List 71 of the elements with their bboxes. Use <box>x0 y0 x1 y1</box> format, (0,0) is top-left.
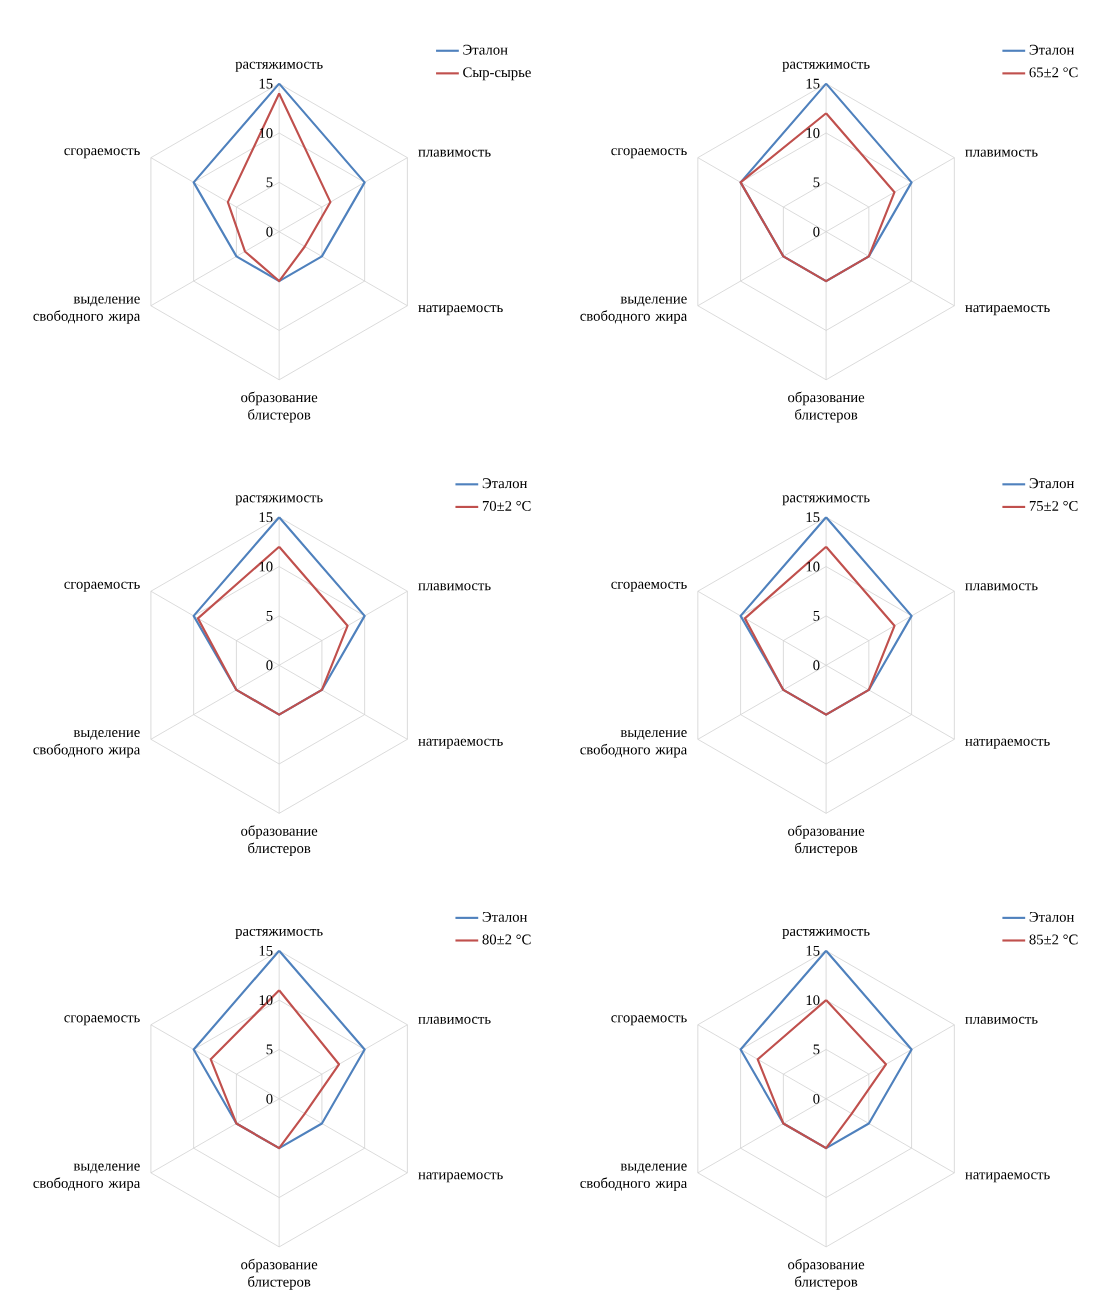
spoke-label: образование блистеров <box>241 825 318 857</box>
legend-label: 80±2 °C <box>482 934 531 945</box>
spoke-label: выделение свободного жира <box>580 730 688 758</box>
spoke-label: растяжимость <box>782 61 870 72</box>
y-tick-label: 0 <box>813 226 820 237</box>
y-tick-label: 15 <box>259 78 273 89</box>
y-tick-label: 10 <box>806 561 820 572</box>
spoke-label: натираемость <box>965 1172 1050 1183</box>
spoke-label: растяжимость <box>235 495 323 506</box>
y-tick-label: 5 <box>266 177 273 188</box>
y-tick-label: 0 <box>813 660 820 671</box>
y-tick-label: 0 <box>266 660 273 671</box>
spoke-label: выделение свободного жира <box>33 296 141 324</box>
y-tick-label: 15 <box>259 945 273 956</box>
y-tick-label: 0 <box>266 1093 273 1104</box>
legend-label: Эталон <box>482 911 528 922</box>
spoke-label: плавимость <box>418 149 491 157</box>
spoke-label: образование блистеров <box>788 825 865 857</box>
legend-label: Эталон <box>463 44 508 55</box>
y-tick-label: 10 <box>806 128 820 138</box>
y-tick-label: 5 <box>813 611 820 621</box>
legend-label: Эталон <box>482 478 528 489</box>
legend-label: Эталон <box>1029 478 1075 489</box>
legend-label: Сыр-сырье <box>463 67 531 81</box>
legend-label: Эталон <box>1029 911 1075 922</box>
spoke-label: натираемость <box>418 738 503 749</box>
spoke-label: сгораемость <box>611 581 687 592</box>
y-tick-label: 15 <box>806 512 820 523</box>
spoke-label: натираемость <box>418 305 503 316</box>
y-tick-label: 10 <box>259 128 273 138</box>
spoke-label: растяжимость <box>782 928 870 939</box>
spoke-label: образование блистеров <box>241 391 318 423</box>
spoke-label: растяжимость <box>782 495 870 506</box>
spoke-label: выделение свободного жира <box>580 296 688 324</box>
y-tick-label: 5 <box>813 177 820 188</box>
spoke-label: выделение свободного жира <box>580 1163 688 1191</box>
y-tick-label: 0 <box>266 226 273 237</box>
spoke-label: выделение свободного жира <box>33 730 141 758</box>
legend-label: Эталон <box>1029 44 1075 55</box>
spoke-label: плавимость <box>965 149 1038 157</box>
legend-label: 85±2 °C <box>1029 934 1078 945</box>
y-tick-label: 0 <box>813 1093 820 1104</box>
legend-label: 65±2 °C <box>1029 67 1078 78</box>
spoke-label: образование блистеров <box>788 1258 865 1290</box>
legend-label: 75±2 °C <box>1029 500 1078 511</box>
spoke-label: сгораемость <box>64 581 140 592</box>
spoke-label: натираемость <box>965 305 1050 316</box>
spoke-label: выделение свободного жира <box>33 1163 141 1191</box>
spoke-label: плавимость <box>418 583 491 591</box>
legend-label: 70±2 °C <box>482 500 531 511</box>
spoke-label: плавимость <box>965 1016 1038 1024</box>
y-tick-label: 10 <box>806 995 820 1006</box>
y-tick-label: 5 <box>266 611 273 621</box>
y-tick-label: 15 <box>259 512 273 523</box>
spoke-label: сгораемость <box>64 1015 140 1026</box>
spoke-label: растяжимость <box>235 928 323 939</box>
spoke-label: образование блистеров <box>788 391 865 423</box>
y-tick-label: 15 <box>806 78 820 89</box>
spoke-label: сгораемость <box>64 148 140 159</box>
y-tick-label: 10 <box>259 561 273 572</box>
spoke-label: сгораемость <box>611 148 687 159</box>
spoke-label: плавимость <box>418 1016 491 1024</box>
spoke-label: плавимость <box>965 583 1038 591</box>
spoke-label: натираемость <box>418 1172 503 1183</box>
spoke-label: натираемость <box>965 738 1050 749</box>
spoke-label: растяжимость <box>235 61 323 72</box>
spoke-label: сгораемость <box>611 1015 687 1026</box>
y-tick-label: 5 <box>813 1044 820 1055</box>
spoke-label: образование блистеров <box>241 1258 318 1290</box>
y-tick-label: 15 <box>806 945 820 956</box>
y-tick-label: 5 <box>266 1044 273 1055</box>
